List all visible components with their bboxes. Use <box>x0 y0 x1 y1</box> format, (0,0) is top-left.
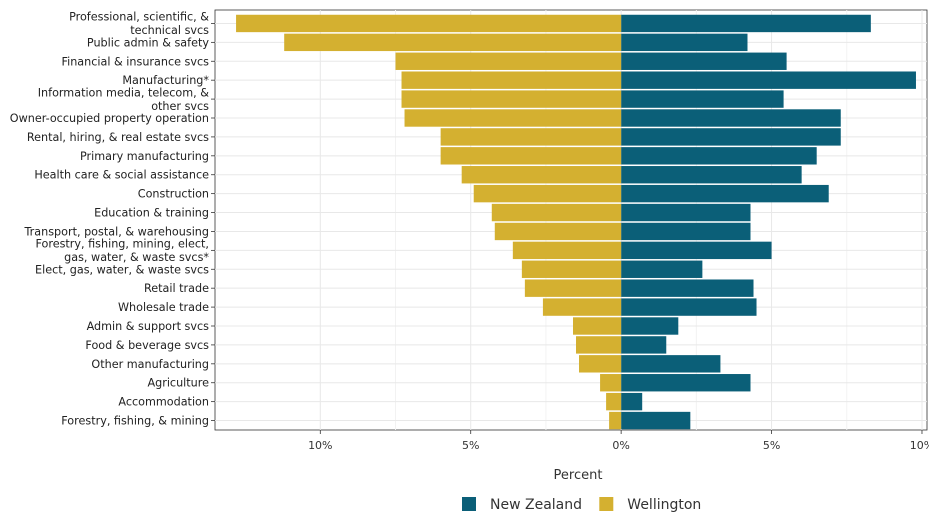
bar-new-zealand-forestry-fishing-mining <box>621 411 691 430</box>
category-label: Accommodation <box>118 396 209 409</box>
bar-new-zealand-agriculture <box>621 374 751 392</box>
bar-wellington-primary-manufacturing <box>440 147 622 165</box>
category-label: Agriculture <box>147 377 209 390</box>
bar-new-zealand-wholesale-trade <box>621 298 757 316</box>
bar-wellington-accommodation <box>606 392 622 411</box>
bar-wellington-rental-hiring-real-estate-svcs <box>440 128 622 146</box>
bar-new-zealand-primary-manufacturing <box>621 147 817 165</box>
bar-wellington-admin-support-svcs <box>573 317 622 335</box>
bar-new-zealand-food-beverage-svcs <box>621 336 667 354</box>
category-label: Food & beverage svcs <box>85 339 209 352</box>
bar-new-zealand-admin-support-svcs <box>621 317 679 335</box>
bar-new-zealand-information-media-telecom-other-svcs <box>621 90 784 108</box>
x-tick-label: 10% <box>910 439 929 452</box>
bar-wellington-information-media-telecom-other-svcs <box>401 90 622 108</box>
category-label: Transport, postal, & warehousing <box>23 225 209 238</box>
bar-new-zealand-health-care-social-assistance <box>621 166 802 184</box>
bar-wellington-other-manufacturing <box>579 355 622 373</box>
bar-new-zealand-construction <box>621 184 829 203</box>
bar-new-zealand-transport-postal-warehousing <box>621 222 751 241</box>
category-label: Financial & insurance svcs <box>61 55 209 68</box>
x-tick-label: 5% <box>763 439 780 452</box>
bar-new-zealand-public-admin-safety <box>621 33 748 52</box>
x-axis: 10% 5% 0% 5% 10% <box>308 430 929 452</box>
bar-new-zealand-financial-insurance-svcs <box>621 52 787 70</box>
category-label: other svcs <box>151 100 209 113</box>
bar-wellington-manufacturing <box>401 71 622 89</box>
legend-item-wellington: Wellington <box>599 497 701 513</box>
bar-new-zealand-accommodation <box>621 392 643 411</box>
bar-new-zealand-other-manufacturing <box>621 355 721 373</box>
bar-wellington-professional-scientific-technical-svcs <box>236 14 622 33</box>
category-label: Education & training <box>94 207 209 220</box>
x-tick-label: 10% <box>308 439 332 452</box>
x-tick-label: 0% <box>612 439 629 452</box>
category-label: Professional, scientific, & <box>69 11 209 24</box>
legend: New Zealand Wellington <box>462 497 701 513</box>
category-label: Public admin & safety <box>87 36 209 49</box>
category-label: Elect, gas, water, & waste svcs <box>35 263 209 276</box>
bar-new-zealand-manufacturing <box>621 71 916 89</box>
bar-wellington-public-admin-safety <box>284 33 622 52</box>
bar-new-zealand-education-training <box>621 203 751 222</box>
category-label: Forestry, fishing, mining, elect, <box>35 238 209 251</box>
legend-swatch-new-zealand <box>462 497 476 511</box>
legend-label-new-zealand: New Zealand <box>490 497 582 513</box>
category-label: gas, water, & waste svcs* <box>64 251 209 264</box>
category-label: Rental, hiring, & real estate svcs <box>27 131 209 144</box>
bar-wellington-wholesale-trade <box>542 298 622 316</box>
category-label: Forestry, fishing, & mining <box>61 415 209 428</box>
bar-wellington-transport-postal-warehousing <box>494 222 622 241</box>
bar-wellington-owner-occupied-property-operation <box>404 109 622 127</box>
x-tick-label: 5% <box>462 439 479 452</box>
category-label: Wholesale trade <box>118 301 209 314</box>
category-label: Manufacturing* <box>122 74 209 87</box>
bar-new-zealand-rental-hiring-real-estate-svcs <box>621 128 841 146</box>
bar-wellington-forestry-fishing-mining-elect-gas-water-waste-svcs <box>512 241 622 260</box>
bar-new-zealand-forestry-fishing-mining-elect-gas-water-waste-svcs <box>621 241 772 260</box>
bar-new-zealand-elect-gas-water-waste-svcs <box>621 260 703 278</box>
bar-wellington-food-beverage-svcs <box>576 336 622 354</box>
legend-item-new-zealand: New Zealand <box>462 497 582 513</box>
bar-new-zealand-owner-occupied-property-operation <box>621 109 841 127</box>
category-label: Primary manufacturing <box>80 150 209 163</box>
plot-panel-border <box>214 9 928 431</box>
category-label: Other manufacturing <box>91 358 209 371</box>
category-label: Health care & social assistance <box>34 169 209 182</box>
category-label: Admin & support svcs <box>87 320 210 333</box>
category-label: technical svcs <box>130 24 209 37</box>
category-label: Retail trade <box>144 282 209 295</box>
bar-wellington-retail-trade <box>524 279 622 297</box>
bars <box>236 14 916 430</box>
x-axis-title: Percent <box>554 468 603 483</box>
category-labels: Professional, scientific, &technical svc… <box>10 11 215 428</box>
bar-wellington-construction <box>473 184 622 203</box>
bar-wellington-forestry-fishing-mining <box>609 411 622 430</box>
bar-new-zealand-professional-scientific-technical-svcs <box>621 14 871 33</box>
legend-swatch-wellington <box>599 497 614 511</box>
bar-wellington-health-care-social-assistance <box>461 166 622 184</box>
category-label: Information media, telecom, & <box>38 86 210 99</box>
category-label: Owner-occupied property operation <box>10 112 209 125</box>
bar-wellington-agriculture <box>600 374 622 392</box>
bar-wellington-elect-gas-water-waste-svcs <box>521 260 622 278</box>
category-label: Construction <box>138 188 209 201</box>
bar-wellington-financial-insurance-svcs <box>395 52 622 70</box>
legend-label-wellington: Wellington <box>627 497 701 513</box>
bar-wellington-education-training <box>491 203 622 222</box>
bar-new-zealand-retail-trade <box>621 279 754 297</box>
